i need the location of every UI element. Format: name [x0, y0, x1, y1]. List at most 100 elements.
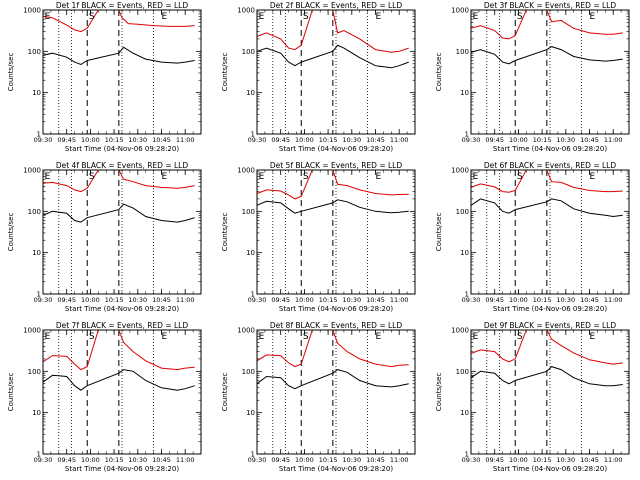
chart-title: Det 8f BLACK = Events, RED = LLD: [270, 321, 403, 330]
y-tick-label: 1: [465, 131, 469, 139]
y-tick-label: 100: [242, 48, 255, 56]
series-line-events: [256, 199, 409, 214]
x-tick-label: 10:00: [81, 296, 100, 304]
y-tick-label: 100: [28, 48, 41, 56]
marker-annotation-s: S: [303, 332, 309, 342]
x-tick-label: 10:45: [152, 296, 171, 304]
marker-annotation-e: E: [590, 172, 596, 182]
plot-frame: [470, 9, 630, 135]
x-axis-label: Start Time (04-Nov-06 09:28:20): [493, 465, 607, 473]
x-tick-label: 11:00: [390, 136, 409, 144]
marker-annotation-e: E: [45, 172, 51, 182]
y-tick-label: 100: [28, 208, 41, 216]
x-tick-label: 11:00: [176, 136, 195, 144]
y-tick-label: 1000: [23, 167, 41, 175]
y-tick-label: 1000: [23, 7, 41, 15]
chart-panel-4: Det 4f BLACK = Events, RED = LLD Counts/s…: [7, 161, 202, 313]
y-tick-label: 100: [456, 48, 469, 56]
y-tick-label: 100: [242, 368, 255, 376]
y-tick-label: 1: [37, 291, 41, 299]
x-tick-label: 10:30: [342, 456, 361, 464]
x-tick-label: 09:30: [248, 456, 267, 464]
y-axis-label: Counts/sec: [7, 373, 15, 412]
y-axis-label: Counts/sec: [221, 373, 229, 412]
marker-annotation-s: S: [517, 172, 523, 182]
x-tick-label: 10:00: [509, 296, 528, 304]
x-tick-label: 11:00: [176, 456, 195, 464]
y-tick-label: 1: [465, 291, 469, 299]
x-tick-label: 10:15: [319, 456, 338, 464]
x-axis-label: Start Time (04-Nov-06 09:28:20): [493, 305, 607, 313]
x-tick-label: 11:00: [604, 456, 623, 464]
marker-annotation-s: S: [517, 332, 523, 342]
chart-panel-1: Det 1f BLACK = Events, RED = LLD Counts/s…: [7, 1, 202, 153]
plot-frame: [42, 169, 202, 295]
y-tick-label: 1000: [23, 327, 41, 335]
chart-panel-6: Det 6f BLACK = Events, RED = LLD Counts/s…: [435, 161, 630, 313]
x-tick-label: 09:30: [34, 136, 53, 144]
marker-annotation-e: E: [376, 332, 382, 342]
y-tick-label: 10: [32, 89, 41, 97]
marker-annotation-e: E: [162, 172, 168, 182]
series-line-events: [42, 369, 195, 391]
y-axis-label: Counts/sec: [435, 373, 443, 412]
x-tick-label: 10:45: [152, 456, 171, 464]
x-tick-label: 09:30: [462, 296, 481, 304]
x-axis-label: Start Time (04-Nov-06 09:28:20): [493, 145, 607, 153]
x-tick-label: 09:45: [57, 296, 76, 304]
x-tick-label: 10:15: [105, 136, 124, 144]
y-tick-label: 100: [456, 208, 469, 216]
series-line-events: [470, 366, 623, 387]
x-tick-label: 10:00: [81, 456, 100, 464]
plot-frame: [470, 329, 630, 455]
y-tick-label: 1000: [451, 327, 469, 335]
chart-title: Det 4f BLACK = Events, RED = LLD: [56, 161, 189, 170]
y-axis-label: Counts/sec: [7, 53, 15, 92]
marker-annotation-e: E: [473, 332, 479, 342]
x-tick-label: 09:30: [34, 296, 53, 304]
x-tick-label: 09:45: [57, 456, 76, 464]
marker-annotation-e: E: [162, 332, 168, 342]
y-tick-label: 1: [37, 451, 41, 459]
x-tick-label: 10:15: [533, 456, 552, 464]
x-tick-label: 10:00: [295, 456, 314, 464]
y-tick-label: 10: [246, 89, 255, 97]
x-tick-label: 09:30: [462, 456, 481, 464]
plot-frame: [470, 169, 630, 295]
y-axis-label: Counts/sec: [435, 213, 443, 252]
x-tick-label: 11:00: [604, 296, 623, 304]
x-axis-label: Start Time (04-Nov-06 09:28:20): [65, 305, 179, 313]
chart-title: Det 3f BLACK = Events, RED = LLD: [484, 1, 617, 10]
x-tick-label: 09:45: [485, 296, 504, 304]
x-tick-label: 10:45: [366, 136, 385, 144]
x-tick-label: 10:15: [105, 456, 124, 464]
x-tick-label: 09:45: [271, 136, 290, 144]
series-line-events: [42, 203, 195, 223]
y-tick-label: 10: [460, 409, 469, 417]
x-tick-label: 11:00: [176, 296, 195, 304]
plot-frame: [256, 169, 416, 295]
series-line-events: [470, 46, 623, 65]
marker-annotation-s: S: [89, 172, 95, 182]
marker-annotation-s: S: [303, 172, 309, 182]
x-tick-label: 10:30: [128, 136, 147, 144]
x-tick-label: 10:30: [556, 136, 575, 144]
marker-annotation-e: E: [259, 12, 265, 22]
y-tick-label: 1000: [451, 167, 469, 175]
chart-title: Det 9f BLACK = Events, RED = LLD: [484, 321, 617, 330]
x-tick-label: 10:00: [81, 136, 100, 144]
chart-panel-8: Det 8f BLACK = Events, RED = LLD Counts/s…: [221, 321, 416, 473]
chart-title: Det 2f BLACK = Events, RED = LLD: [270, 1, 403, 10]
marker-annotation-e: E: [259, 332, 265, 342]
marker-annotation-e: E: [473, 12, 479, 22]
marker-annotation-e: E: [45, 12, 51, 22]
x-tick-label: 10:00: [295, 136, 314, 144]
x-tick-label: 10:00: [509, 136, 528, 144]
marker-annotation-s: S: [303, 12, 309, 22]
y-tick-label: 1: [465, 451, 469, 459]
marker-annotation-s: S: [89, 12, 95, 22]
x-tick-label: 10:15: [105, 296, 124, 304]
x-tick-label: 11:00: [390, 296, 409, 304]
x-tick-label: 10:30: [342, 136, 361, 144]
